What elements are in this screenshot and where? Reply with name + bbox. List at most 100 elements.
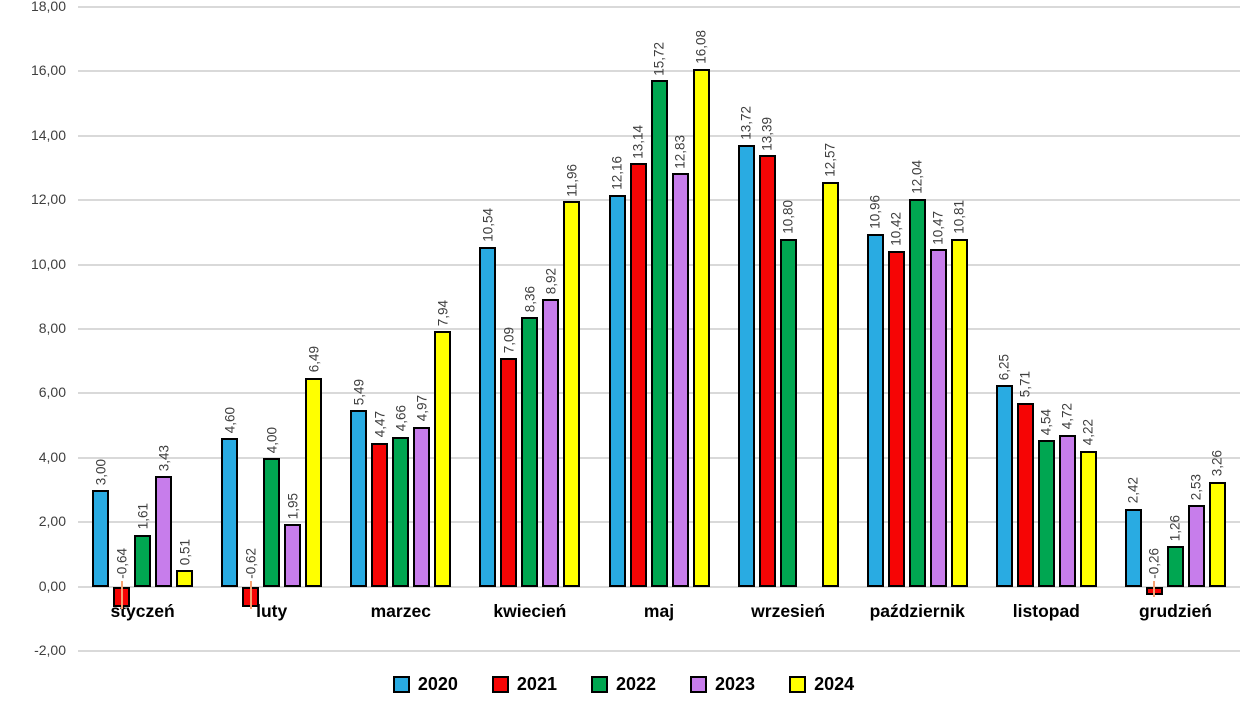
x-axis-category-label: kwiecień — [493, 601, 567, 621]
legend-label: 2022 — [615, 674, 657, 694]
legend-item: 2024 — [789, 674, 854, 695]
gridline — [78, 6, 1240, 8]
bar — [371, 442, 389, 587]
bar-data-label: 7,09 — [501, 327, 517, 354]
bar-data-label: 8,36 — [522, 286, 538, 313]
bar — [434, 330, 452, 587]
bar — [737, 144, 755, 587]
legend-swatch — [392, 676, 410, 693]
bar — [134, 534, 152, 587]
bar-data-label: 11,96 — [564, 163, 580, 197]
legend-swatch — [789, 676, 807, 693]
bar-data-label: 10,42 — [888, 212, 904, 247]
bar — [92, 490, 110, 587]
bar-data-label: 12,04 — [909, 160, 925, 194]
bar — [521, 317, 539, 587]
legend-label: 2024 — [814, 674, 855, 694]
bar — [758, 155, 776, 587]
bar-data-label: -0,62 — [242, 547, 258, 579]
bar-data-label: -0,26 — [1146, 547, 1162, 579]
bar-data-label: 10,96 — [867, 194, 883, 229]
bar — [671, 173, 689, 587]
x-axis-category-label: luty — [256, 601, 288, 621]
bar-data-label: 4,72 — [1059, 403, 1075, 430]
bar-data-label: 12,83 — [672, 134, 688, 169]
bar-data-label: 4,60 — [221, 407, 237, 434]
bar — [479, 247, 497, 587]
bar-data-label: 13,14 — [630, 124, 646, 159]
x-axis-category-label: marzec — [370, 601, 431, 621]
bar — [542, 299, 560, 587]
bar — [221, 438, 239, 587]
bar — [563, 201, 581, 587]
y-axis-tick-label: 8,00 — [38, 320, 66, 336]
bar-data-label: 10,47 — [930, 210, 946, 245]
bar — [1166, 546, 1184, 587]
bar — [413, 426, 431, 587]
bar — [887, 251, 905, 587]
y-axis-tick-label: -2,00 — [34, 642, 66, 658]
bar — [821, 181, 839, 587]
negative-label-leader-line — [249, 580, 252, 609]
bar-data-label: -0,64 — [113, 547, 129, 579]
bar — [155, 476, 173, 587]
legend-label: 2023 — [715, 674, 756, 694]
bar — [779, 238, 797, 587]
x-axis-category-label: wrzesień — [751, 601, 826, 621]
bar-data-label: 1,61 — [134, 503, 150, 530]
bar-data-label: 6,49 — [305, 346, 321, 373]
bar — [866, 233, 884, 587]
bar-data-label: 10,81 — [951, 199, 967, 234]
y-axis-tick-label: 0,00 — [38, 577, 66, 594]
y-axis-tick-label: 18,00 — [30, 0, 66, 14]
bar-data-label: 1,95 — [284, 492, 300, 519]
bar-data-label: 3,43 — [155, 444, 171, 472]
bar-data-label: 2,42 — [1125, 477, 1141, 504]
bar — [176, 570, 194, 587]
legend-swatch — [491, 676, 509, 693]
bar-data-label: 4,22 — [1080, 419, 1096, 446]
y-axis-tick-label: 14,00 — [30, 126, 66, 143]
bar-data-label: 0,51 — [176, 538, 192, 566]
bar-data-label: 3,00 — [92, 458, 108, 485]
bar-data-label: 8,92 — [543, 268, 559, 295]
legend-item: 2020 — [392, 674, 458, 695]
bar — [1079, 450, 1097, 587]
bar-data-label: 4,47 — [372, 411, 388, 438]
bar — [1208, 481, 1226, 587]
bar — [929, 249, 947, 587]
bar-data-label: 6,25 — [996, 354, 1012, 381]
bar — [263, 457, 281, 587]
bar — [629, 163, 647, 587]
bar-data-label: 1,26 — [1167, 514, 1183, 542]
bar-data-label: 10,80 — [780, 200, 796, 234]
bar — [692, 68, 710, 587]
bar-data-label: 5,49 — [351, 378, 367, 405]
legend-item: 2022 — [590, 674, 657, 695]
bar — [995, 385, 1013, 587]
y-axis-tick-label: 2,00 — [38, 513, 66, 530]
bar-data-label: 13,72 — [738, 106, 754, 140]
bar — [650, 80, 668, 587]
bar-data-label: 2,53 — [1188, 473, 1204, 501]
gridline — [78, 70, 1240, 73]
legend-label: 2021 — [516, 674, 557, 694]
bar-data-label: 12,57 — [822, 143, 838, 177]
negative-label-leader-line — [1153, 580, 1156, 597]
bar-data-label: 4,54 — [1038, 409, 1054, 436]
bar — [908, 198, 926, 587]
chart-legend: 2020 2021 2022 2023 2024 — [0, 674, 1247, 695]
bar — [1187, 505, 1205, 587]
x-axis-category-label: listopad — [1012, 601, 1080, 621]
legend-item: 2021 — [491, 674, 557, 695]
bar — [392, 436, 410, 587]
legend-swatch — [590, 676, 608, 693]
bar-data-label: 13,39 — [759, 116, 775, 151]
legend-item: 2023 — [690, 674, 755, 695]
gridline — [78, 650, 1240, 652]
bar-data-label: 4,66 — [393, 405, 409, 432]
bar — [350, 409, 368, 587]
bar-data-label: 12,16 — [609, 156, 625, 191]
bar-data-label: 7,94 — [435, 299, 451, 326]
x-axis-category-label: grudzień — [1138, 601, 1212, 621]
